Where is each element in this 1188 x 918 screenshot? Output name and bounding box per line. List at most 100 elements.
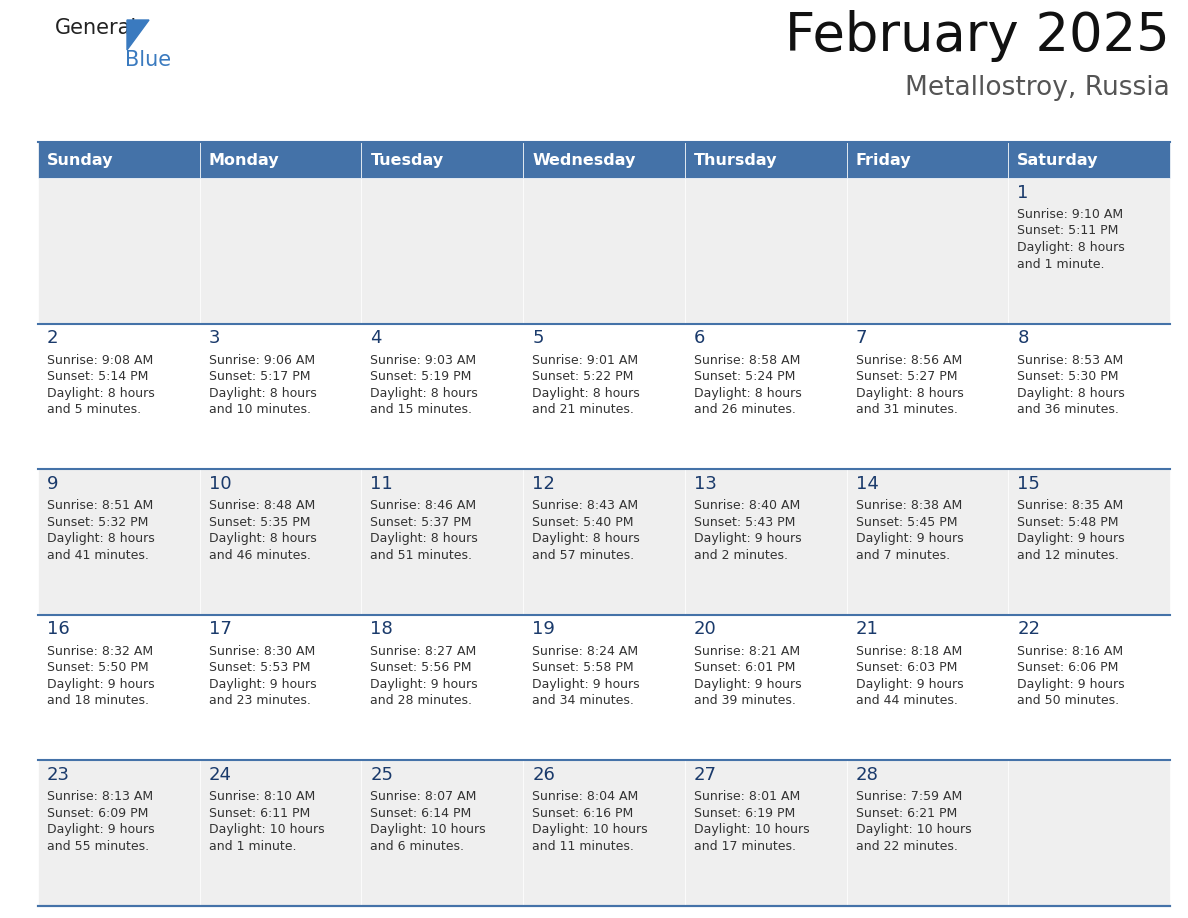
Text: Sunrise: 8:24 AM: Sunrise: 8:24 AM (532, 644, 638, 658)
Bar (684, 142, 847, 178)
Bar (200, 760, 361, 906)
Text: and 39 minutes.: and 39 minutes. (694, 694, 796, 707)
Text: Sunset: 5:50 PM: Sunset: 5:50 PM (48, 661, 148, 675)
Text: 23: 23 (48, 766, 70, 784)
Text: 1: 1 (1017, 184, 1029, 201)
Bar (361, 324, 523, 469)
Text: Sunset: 6:01 PM: Sunset: 6:01 PM (694, 661, 795, 675)
Text: Daylight: 9 hours: Daylight: 9 hours (371, 677, 478, 691)
Bar (38, 760, 200, 906)
Text: Daylight: 9 hours: Daylight: 9 hours (694, 532, 802, 545)
Text: Sunset: 6:06 PM: Sunset: 6:06 PM (1017, 661, 1119, 675)
Bar (847, 469, 1009, 615)
Text: Sunrise: 7:59 AM: Sunrise: 7:59 AM (855, 790, 962, 803)
Bar (523, 178, 684, 324)
Bar (38, 469, 200, 615)
Text: 28: 28 (855, 766, 878, 784)
Text: Daylight: 8 hours: Daylight: 8 hours (48, 532, 154, 545)
Text: Daylight: 8 hours: Daylight: 8 hours (1017, 241, 1125, 254)
Text: 16: 16 (48, 621, 70, 638)
Bar (200, 324, 361, 469)
Bar (200, 469, 361, 615)
Text: Daylight: 9 hours: Daylight: 9 hours (855, 532, 963, 545)
Text: Sunset: 5:22 PM: Sunset: 5:22 PM (532, 370, 633, 383)
Text: Sunrise: 8:40 AM: Sunrise: 8:40 AM (694, 499, 800, 512)
Text: 9: 9 (48, 475, 58, 493)
Text: Daylight: 8 hours: Daylight: 8 hours (532, 532, 640, 545)
Text: Daylight: 8 hours: Daylight: 8 hours (1017, 386, 1125, 399)
Text: Daylight: 10 hours: Daylight: 10 hours (694, 823, 809, 836)
Text: and 50 minutes.: and 50 minutes. (1017, 694, 1119, 707)
Bar (847, 142, 1009, 178)
Text: and 7 minutes.: and 7 minutes. (855, 549, 949, 562)
Bar (38, 324, 200, 469)
Text: February 2025: February 2025 (785, 10, 1170, 62)
Text: Daylight: 9 hours: Daylight: 9 hours (209, 677, 316, 691)
Text: 19: 19 (532, 621, 555, 638)
Text: and 57 minutes.: and 57 minutes. (532, 549, 634, 562)
Text: 13: 13 (694, 475, 716, 493)
Text: 4: 4 (371, 329, 381, 347)
Text: and 44 minutes.: and 44 minutes. (855, 694, 958, 707)
Text: Sunrise: 8:07 AM: Sunrise: 8:07 AM (371, 790, 476, 803)
Text: and 46 minutes.: and 46 minutes. (209, 549, 310, 562)
Text: 24: 24 (209, 766, 232, 784)
Text: Daylight: 8 hours: Daylight: 8 hours (855, 386, 963, 399)
Text: and 1 minute.: and 1 minute. (209, 840, 296, 853)
Text: Daylight: 9 hours: Daylight: 9 hours (694, 677, 802, 691)
Text: 11: 11 (371, 475, 393, 493)
Text: 5: 5 (532, 329, 544, 347)
Text: Saturday: Saturday (1017, 152, 1099, 167)
Text: 20: 20 (694, 621, 716, 638)
Text: Daylight: 9 hours: Daylight: 9 hours (855, 677, 963, 691)
Text: Daylight: 8 hours: Daylight: 8 hours (48, 386, 154, 399)
Text: Thursday: Thursday (694, 152, 777, 167)
Text: Sunset: 5:11 PM: Sunset: 5:11 PM (1017, 225, 1119, 238)
Text: and 51 minutes.: and 51 minutes. (371, 549, 473, 562)
Text: 25: 25 (371, 766, 393, 784)
Text: 12: 12 (532, 475, 555, 493)
Text: Sunset: 5:37 PM: Sunset: 5:37 PM (371, 516, 472, 529)
Text: Daylight: 9 hours: Daylight: 9 hours (48, 677, 154, 691)
Text: Daylight: 9 hours: Daylight: 9 hours (532, 677, 640, 691)
Text: and 1 minute.: and 1 minute. (1017, 258, 1105, 271)
Bar (684, 178, 847, 324)
Text: Sunrise: 8:53 AM: Sunrise: 8:53 AM (1017, 353, 1124, 366)
Text: Wednesday: Wednesday (532, 152, 636, 167)
Text: Sunrise: 8:56 AM: Sunrise: 8:56 AM (855, 353, 962, 366)
Text: Sunset: 5:30 PM: Sunset: 5:30 PM (1017, 370, 1119, 383)
Text: Sunset: 6:11 PM: Sunset: 6:11 PM (209, 807, 310, 820)
Text: Sunrise: 8:38 AM: Sunrise: 8:38 AM (855, 499, 962, 512)
Bar (847, 324, 1009, 469)
Text: Sunset: 5:17 PM: Sunset: 5:17 PM (209, 370, 310, 383)
Text: Sunset: 5:19 PM: Sunset: 5:19 PM (371, 370, 472, 383)
Text: Sunrise: 8:10 AM: Sunrise: 8:10 AM (209, 790, 315, 803)
Bar (523, 324, 684, 469)
Bar (1009, 324, 1170, 469)
Text: Sunrise: 8:43 AM: Sunrise: 8:43 AM (532, 499, 638, 512)
Text: Daylight: 8 hours: Daylight: 8 hours (209, 532, 316, 545)
Bar (1009, 178, 1170, 324)
Text: Sunset: 6:09 PM: Sunset: 6:09 PM (48, 807, 148, 820)
Bar (1009, 142, 1170, 178)
Bar (1009, 469, 1170, 615)
Text: General: General (55, 18, 138, 38)
Text: Sunset: 5:27 PM: Sunset: 5:27 PM (855, 370, 958, 383)
Text: 2: 2 (48, 329, 58, 347)
Text: and 17 minutes.: and 17 minutes. (694, 840, 796, 853)
Text: 8: 8 (1017, 329, 1029, 347)
Text: Sunrise: 9:06 AM: Sunrise: 9:06 AM (209, 353, 315, 366)
Text: Blue: Blue (125, 50, 171, 70)
Bar (1009, 615, 1170, 760)
Bar (361, 178, 523, 324)
Text: Daylight: 10 hours: Daylight: 10 hours (855, 823, 972, 836)
Text: 7: 7 (855, 329, 867, 347)
Text: and 6 minutes.: and 6 minutes. (371, 840, 465, 853)
Text: and 21 minutes.: and 21 minutes. (532, 403, 634, 416)
Text: Sunset: 5:35 PM: Sunset: 5:35 PM (209, 516, 310, 529)
Bar (684, 615, 847, 760)
Text: 18: 18 (371, 621, 393, 638)
Text: Sunset: 6:03 PM: Sunset: 6:03 PM (855, 661, 958, 675)
Bar (361, 469, 523, 615)
Text: and 22 minutes.: and 22 minutes. (855, 840, 958, 853)
